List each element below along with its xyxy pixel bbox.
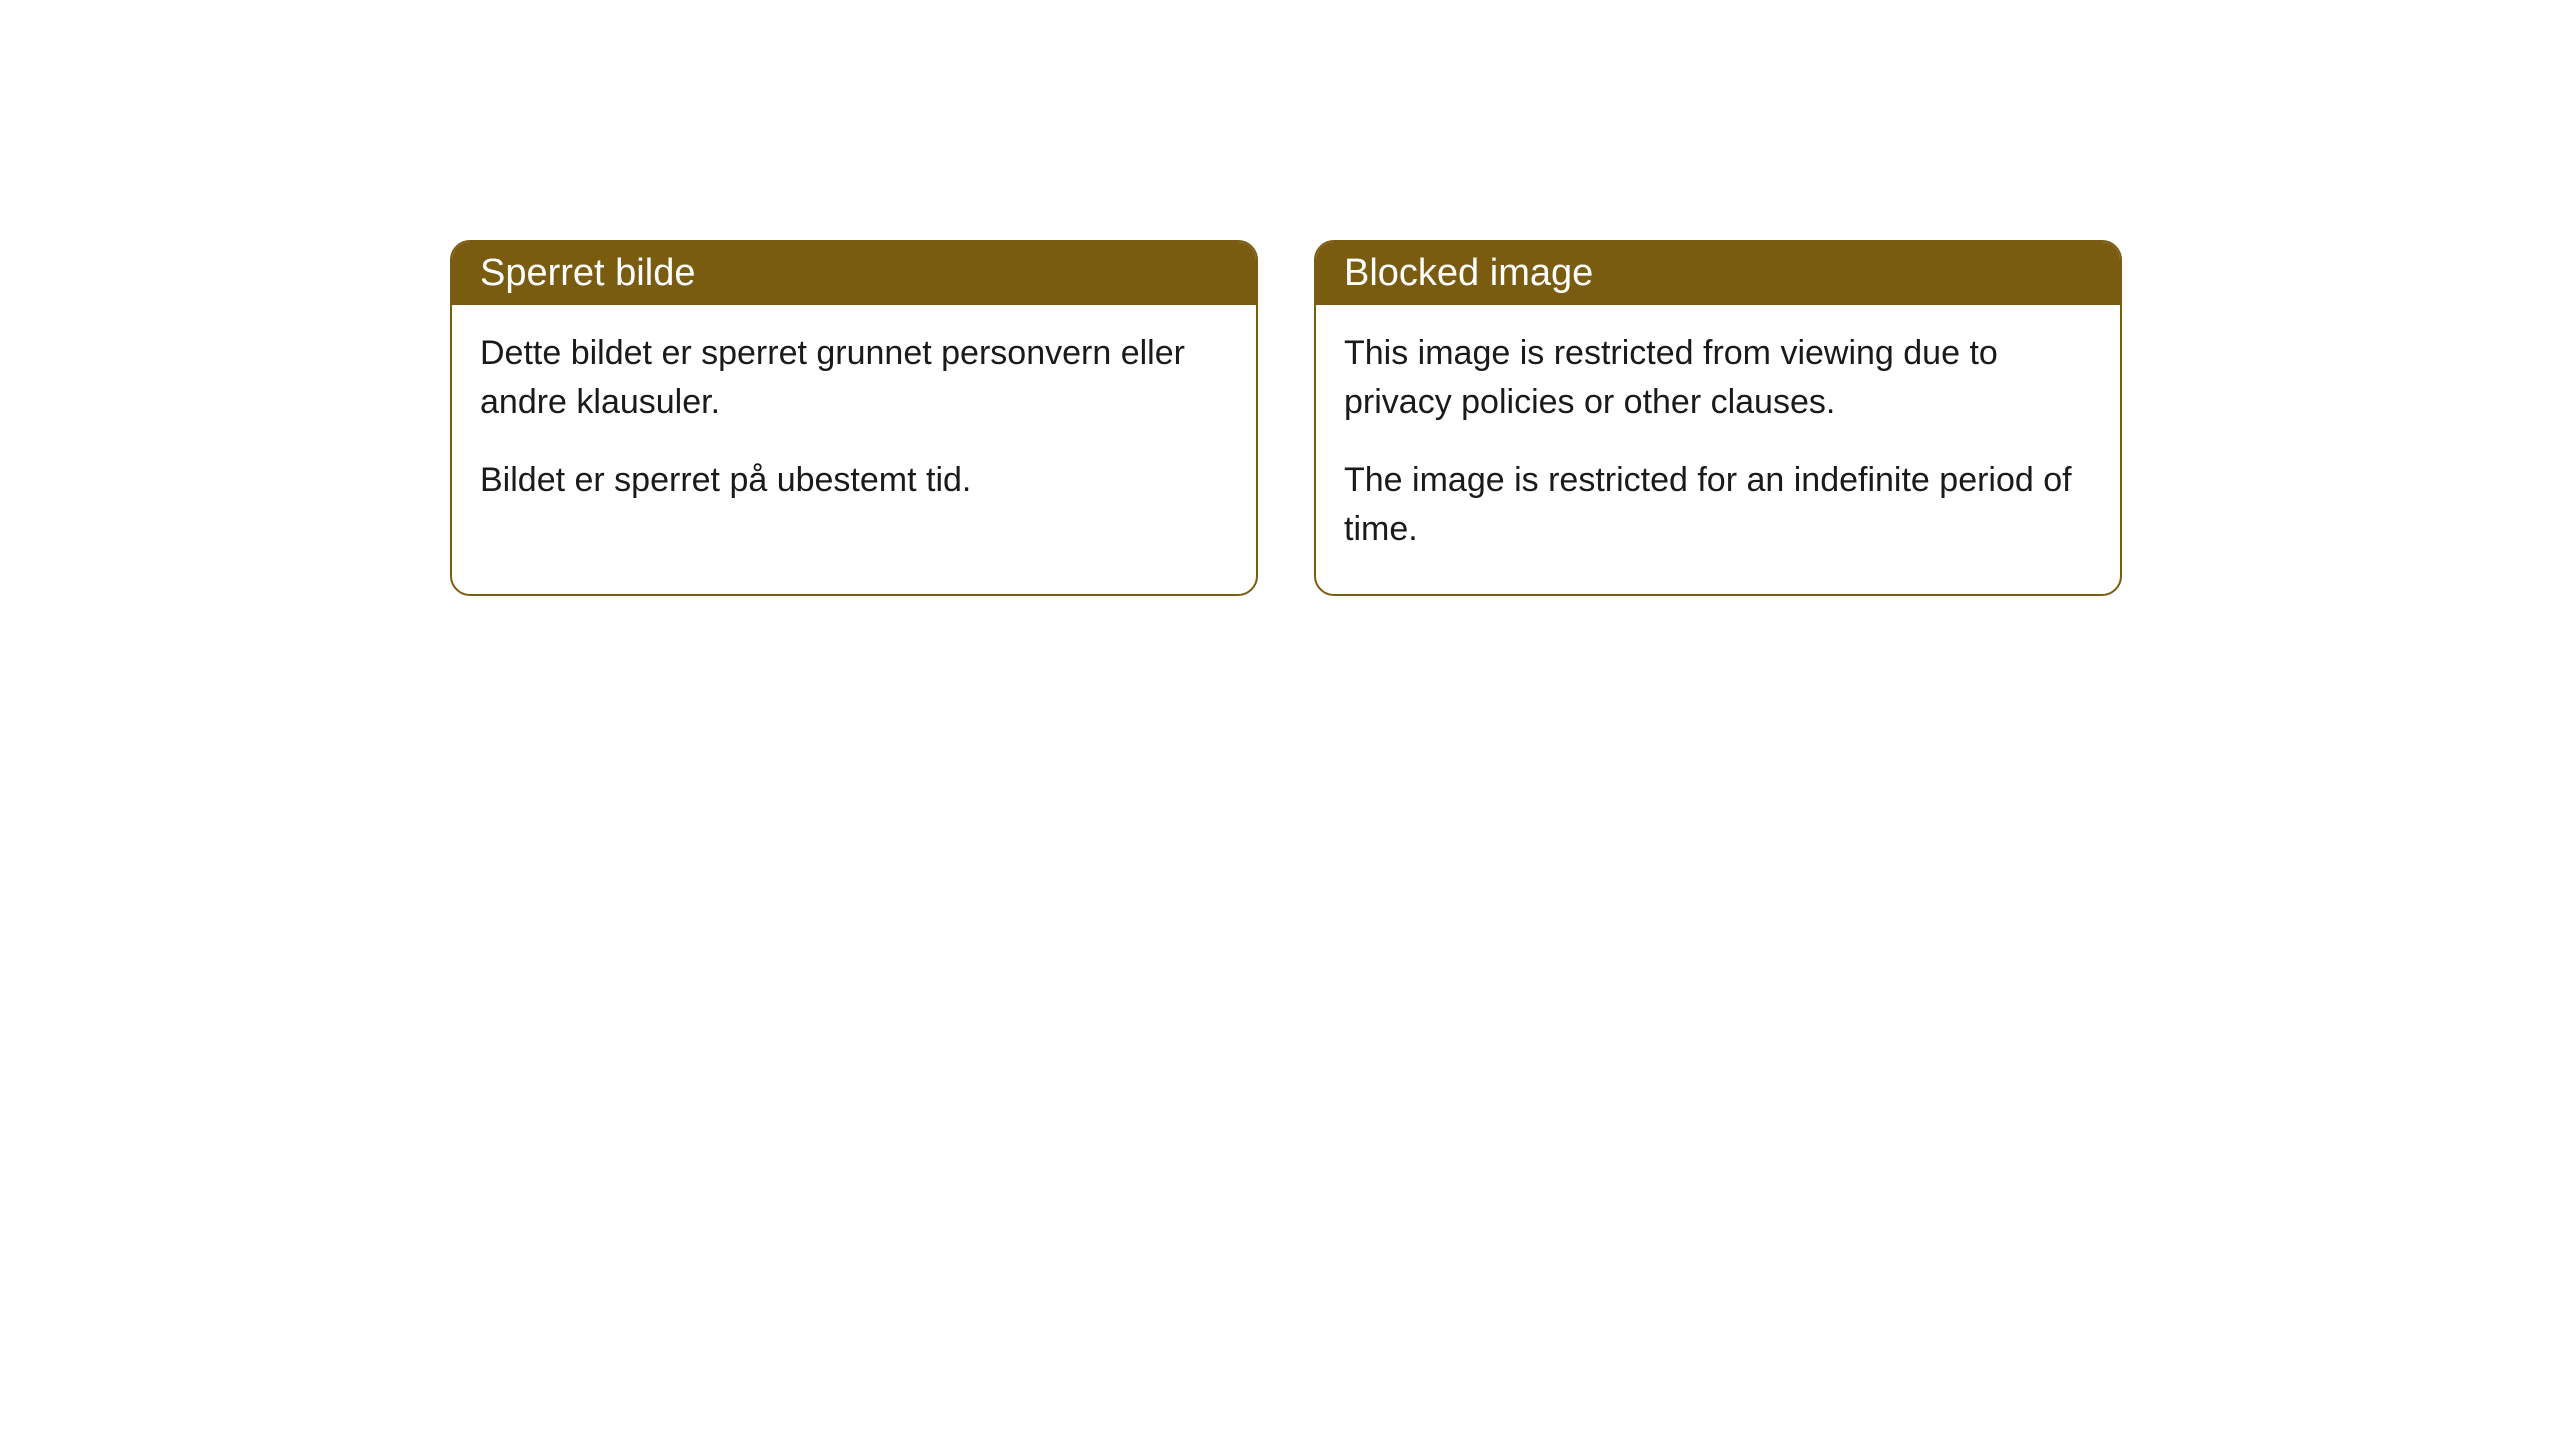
card-header-no: Sperret bilde xyxy=(452,242,1256,305)
blocked-image-card-no: Sperret bilde Dette bildet er sperret gr… xyxy=(450,240,1258,596)
card-paragraph-1-no: Dette bildet er sperret grunnet personve… xyxy=(480,329,1228,428)
card-paragraph-2-en: The image is restricted for an indefinit… xyxy=(1344,456,2092,555)
card-body-en: This image is restricted from viewing du… xyxy=(1316,305,2120,594)
card-paragraph-1-en: This image is restricted from viewing du… xyxy=(1344,329,2092,428)
card-paragraph-2-no: Bildet er sperret på ubestemt tid. xyxy=(480,456,1228,505)
blocked-image-card-en: Blocked image This image is restricted f… xyxy=(1314,240,2122,596)
card-header-en: Blocked image xyxy=(1316,242,2120,305)
notice-cards-container: Sperret bilde Dette bildet er sperret gr… xyxy=(450,240,2122,596)
card-body-no: Dette bildet er sperret grunnet personve… xyxy=(452,305,1256,545)
